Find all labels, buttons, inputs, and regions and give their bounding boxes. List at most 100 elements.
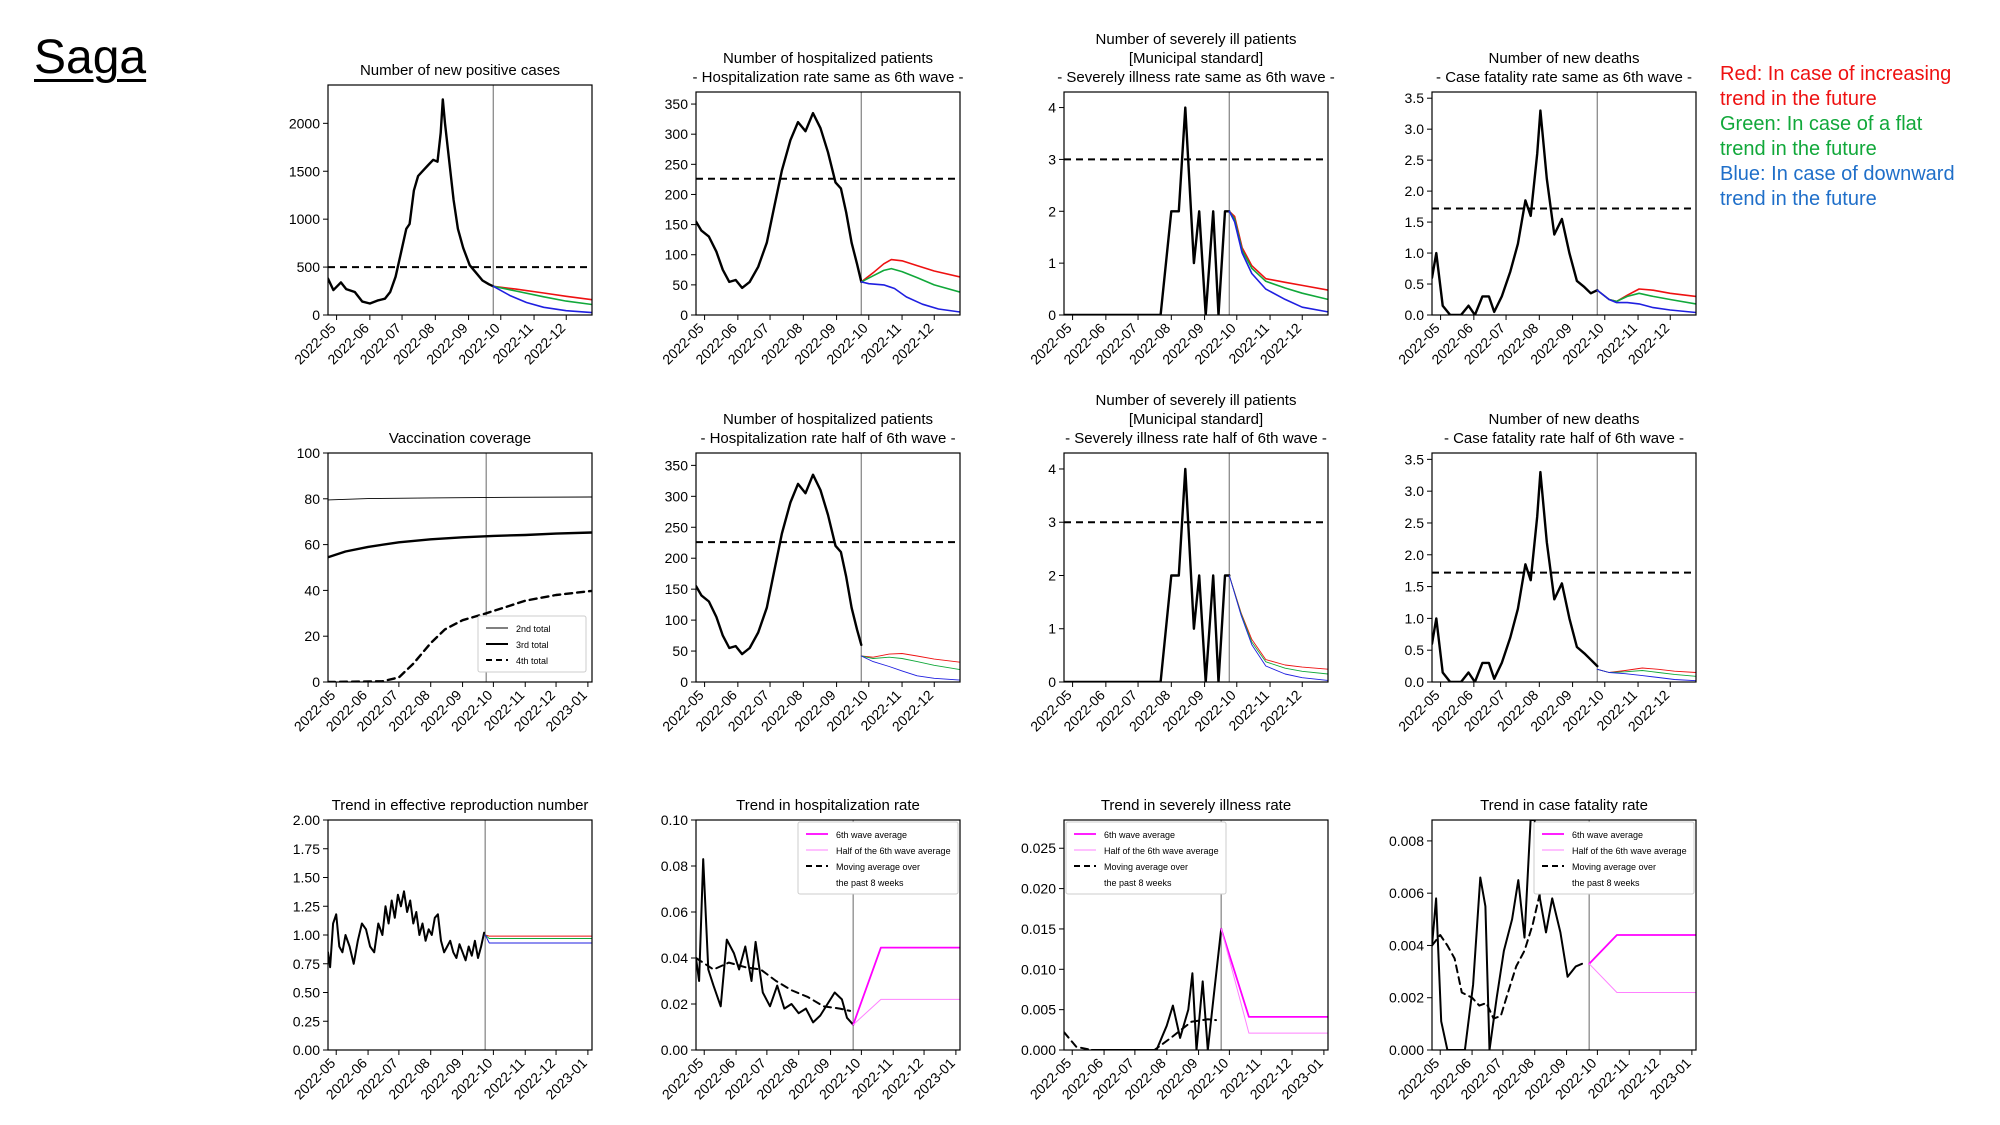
plot-frame [327,819,593,1051]
series-line-magenta [1220,928,1328,1018]
series-line-black [696,111,863,290]
legend-label: Half of the 6th wave average [1104,846,1219,856]
y-tick-label: 40 [304,582,320,598]
plot-frame [1063,819,1329,1051]
scenario-legend-line: Red: In case of increasing [1720,63,1952,85]
y-tick-label: 150 [665,217,689,233]
y-tick-label: 0.04 [661,950,688,966]
chart-legend: 6th wave average Half of the 6th wave ave… [1065,821,1227,895]
legend-box [477,615,587,673]
plot-area [1432,453,1696,682]
chart-legend: 2nd total 3rd total 4th total [477,615,587,673]
series-line-black [328,496,592,501]
series-line-blue [860,281,960,313]
y-tick-label: 350 [665,96,689,112]
plot-frame [695,452,961,683]
y-tick-label: 0 [312,674,320,690]
y-tick-label: 4 [1048,100,1056,116]
y-tick-label: 2.0 [1405,547,1425,563]
series-line-red [1228,210,1328,291]
scenario-legend-line: trend in the future [1720,188,1877,210]
y-tick-label: 3.0 [1405,121,1425,137]
legend-label: Half of the 6th wave average [1572,846,1687,856]
y-tick-label: 3.5 [1405,451,1425,467]
y-tick-label: 100 [297,445,321,461]
y-tick-label: 0 [1048,307,1056,323]
y-tick-label: 0.00 [293,1042,320,1058]
series-line-pink [852,998,960,1026]
scenario-legend-line: trend in the future [1720,138,1877,160]
y-tick-label: 0.5 [1405,276,1425,292]
series-line-green [860,655,960,671]
y-tick-label: 3 [1048,151,1056,167]
plot-frame [695,819,961,1051]
chart-legend: 6th wave average Half of the 6th wave ave… [797,821,959,895]
y-tick-label: 0.005 [1021,1002,1056,1018]
series-line-red [860,258,960,283]
plot-area [696,453,960,682]
chart-title-line: - Case fatality rate same as 6th wave - [1436,69,1692,86]
series-line-blue [1228,575,1328,681]
y-tick-label: 1.0 [1405,245,1425,261]
y-tick-label: 1.75 [293,841,320,857]
y-tick-label: 300 [665,126,689,142]
y-tick-label: 0 [312,307,320,323]
chart-title-line: - Severely illness rate half of 6th wave… [1065,430,1327,447]
legend-box [1533,821,1695,895]
y-tick-label: 50 [672,643,688,659]
series-line-black [1432,470,1599,682]
y-tick-label: 0.25 [293,1013,320,1029]
series-line-black [1064,467,1231,682]
y-tick-label: 4 [1048,461,1056,477]
plot-frame [327,452,593,683]
chart-legend: 6th wave average Half of the 6th wave ave… [1533,821,1695,895]
chart-title-line: Number of new deaths [1489,411,1640,428]
series-line-blue [860,655,960,681]
series-line-magenta [852,946,960,1026]
y-tick-label: 0.025 [1021,840,1056,856]
chart-title-line: Number of hospitalized patients [723,50,933,67]
y-tick-label: 80 [304,491,320,507]
y-tick-label: 0.015 [1021,921,1056,937]
y-tick-label: 0.000 [1021,1042,1056,1058]
y-tick-label: 0 [680,307,688,323]
chart-title-line: Number of severely ill patients [1096,31,1297,48]
plot-frame [1431,452,1697,683]
y-tick-label: 1.00 [293,927,320,943]
chart-title-line: Trend in severely illness rate [1101,797,1291,814]
y-tick-label: 2 [1048,567,1056,583]
chart-title-line: Vaccination coverage [389,430,531,447]
y-tick-label: 1.50 [293,870,320,886]
y-tick-label: 1.5 [1405,579,1425,595]
y-tick-label: 1 [1048,255,1056,271]
series-line-pink [1588,963,1696,993]
chart-new-cases: Number of new positive cases 0 500 1000 1500… [289,62,593,367]
plot-area [328,85,592,315]
scenario-legend-line: Blue: In case of downward [1720,163,1955,185]
y-tick-label: 200 [665,550,689,566]
series-line-blue [484,934,592,944]
y-tick-label: 2.0 [1405,183,1425,199]
y-tick-label: 200 [665,186,689,202]
chart-title-line: Number of hospitalized patients [723,411,933,428]
series-line-magenta [1588,934,1696,965]
series-line-green [1596,289,1696,305]
series-line-black [1432,820,1583,1050]
chart-title-line: - Case fatality rate half of 6th wave - [1444,430,1684,447]
y-tick-label: 0.02 [661,996,688,1012]
series-line-red [492,285,592,301]
series-line-blue [1596,668,1696,682]
legend-label: 6th wave average [836,830,907,840]
y-tick-label: 2 [1048,203,1056,219]
y-tick-label: 0.020 [1021,881,1056,897]
y-tick-label: 0.06 [661,904,688,920]
legend-label: 4th total [516,656,548,666]
y-tick-label: 0.000 [1389,1042,1424,1058]
y-tick-label: 0.0 [1405,674,1425,690]
plot-frame [1063,452,1329,683]
legend-label: 3rd total [516,640,549,650]
y-tick-label: 0.75 [293,956,320,972]
legend-box [797,821,959,895]
plot-frame [1431,91,1697,316]
legend-label: the past 8 weeks [1104,878,1172,888]
